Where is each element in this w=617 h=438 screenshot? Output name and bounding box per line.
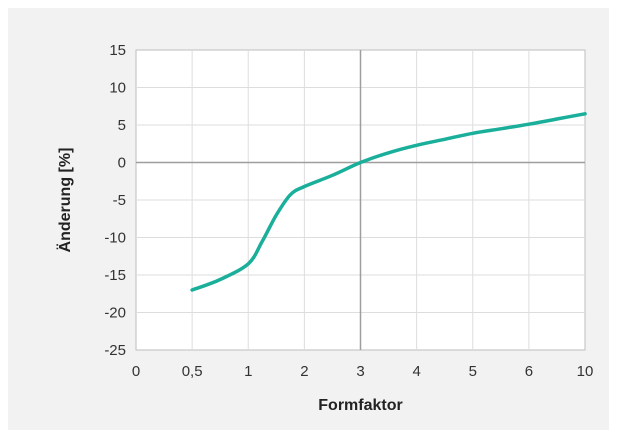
x-tick-label: 6 — [525, 363, 533, 380]
x-tick-label: 5 — [469, 363, 477, 380]
x-tick-label: 0,5 — [182, 363, 203, 380]
y-tick-label: 0 — [118, 155, 126, 172]
y-tick-label: 15 — [109, 42, 126, 59]
x-axis-title: Formfaktor — [318, 397, 402, 414]
y-tick-label: -15 — [104, 267, 126, 284]
y-tick-label: -25 — [104, 342, 126, 359]
x-tick-label: 10 — [577, 363, 594, 380]
x-tick-labels: 0 0,5 1 2 3 4 5 6 10 — [132, 363, 594, 380]
x-tick-label: 3 — [356, 363, 364, 380]
y-tick-label: 10 — [109, 80, 126, 97]
series-line — [190, 112, 587, 292]
x-tick-label: 1 — [244, 363, 252, 380]
y-axis-title: Änderung [%] — [56, 148, 74, 253]
series-group — [190, 112, 587, 292]
y-tick-label: 5 — [118, 117, 126, 134]
x-tick-label: 4 — [412, 363, 420, 380]
x-tick-label: 0 — [132, 363, 140, 380]
x-tick-label: 2 — [300, 363, 308, 380]
y-tick-label: -10 — [104, 230, 126, 247]
y-tick-label: -20 — [104, 305, 126, 322]
chart-panel: 15 10 5 0 -5 -10 -15 -20 -25 0 0,5 1 2 3 4 5 6 10 Formfa… — [8, 8, 609, 430]
y-tick-label: -5 — [113, 192, 126, 209]
line-chart: 15 10 5 0 -5 -10 -15 -20 -25 0 0,5 1 2 3 4 5 6 10 Formfa… — [56, 42, 594, 414]
y-tick-labels: 15 10 5 0 -5 -10 -15 -20 -25 — [104, 42, 126, 359]
